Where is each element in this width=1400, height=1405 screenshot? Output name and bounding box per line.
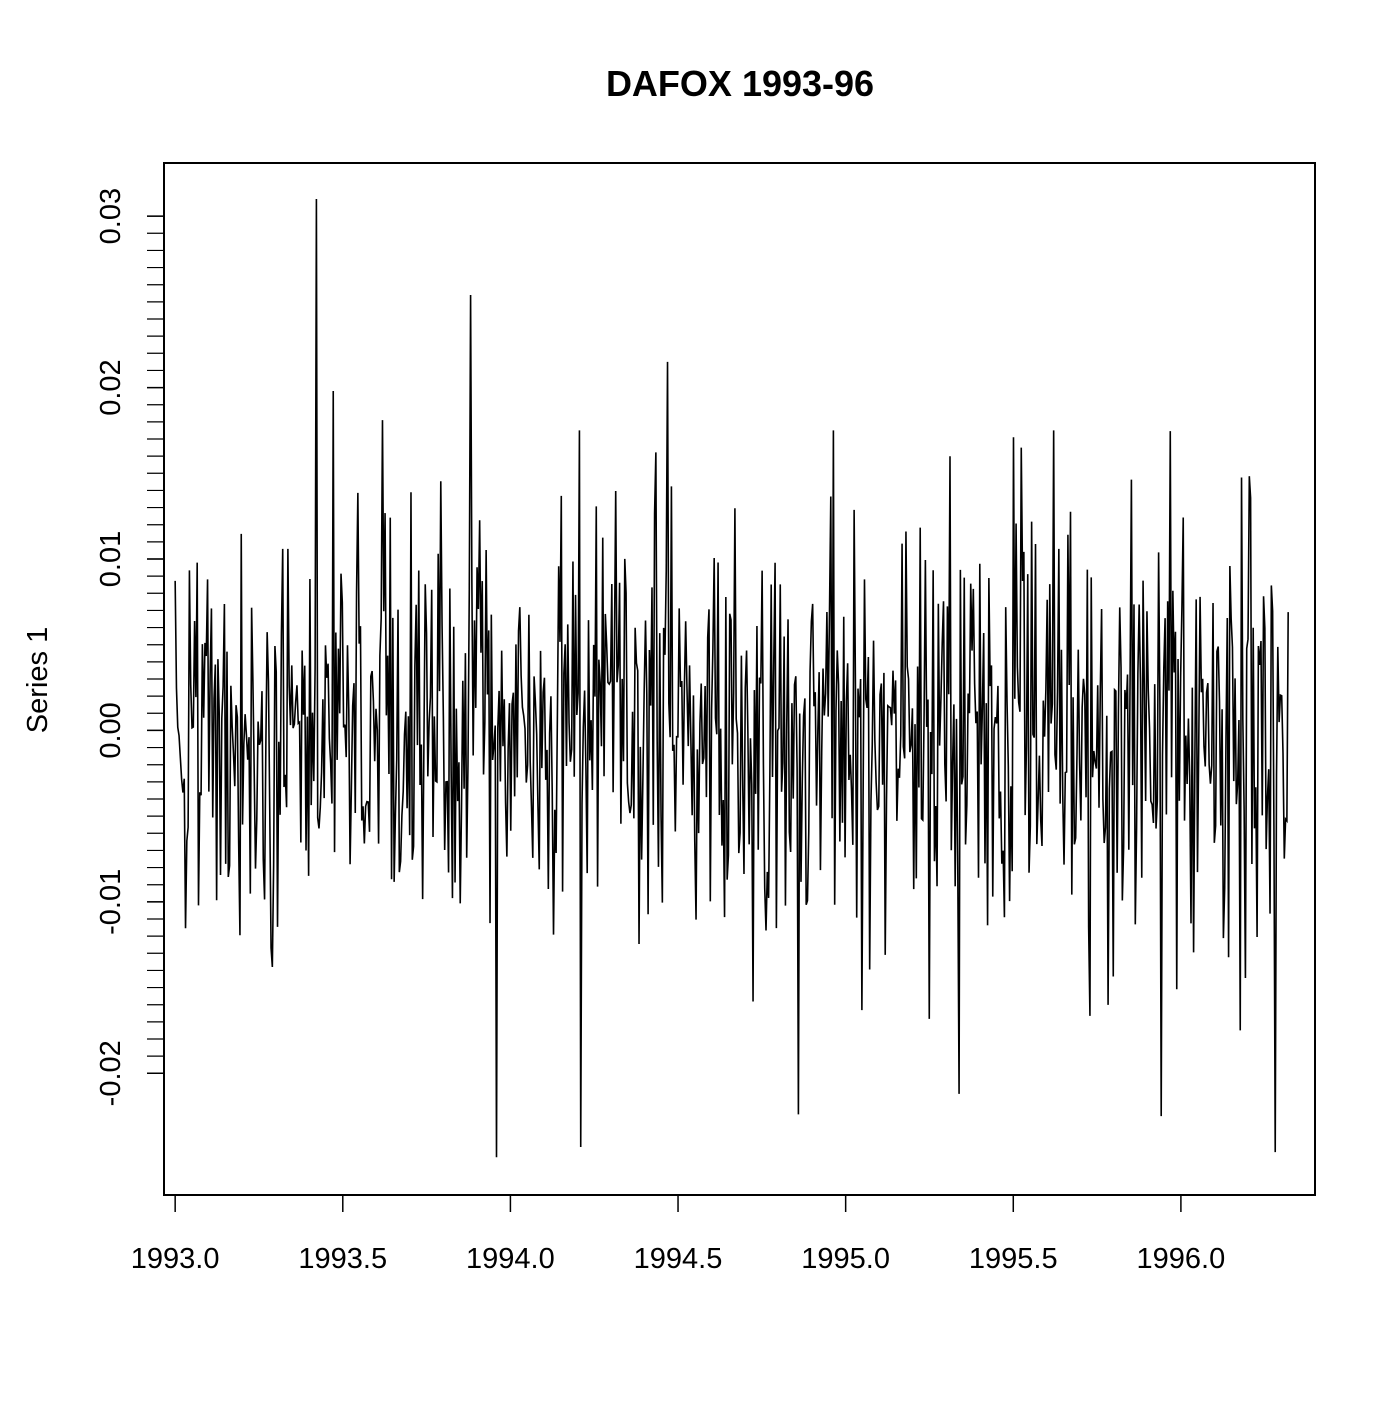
y-tick-label: 0.03 [95, 188, 127, 244]
y-tick-label: 0.02 [95, 359, 127, 415]
x-tick-label: 1994.0 [466, 1243, 555, 1275]
x-tick-label: 1995.0 [801, 1243, 890, 1275]
y-tick-label: 0.00 [95, 702, 127, 758]
y-tick-label: -0.02 [95, 1040, 127, 1106]
x-axis: 1993.0 1993.5 1994.0 1994.5 1995.0 1995.5 1996… [131, 1194, 1226, 1275]
y-axis: -0.02 -0.01 0.00 0.01 0.02 0.03 [95, 188, 165, 1106]
y-tick-label: 0.01 [95, 531, 127, 587]
series-line [174, 198, 1289, 1158]
x-tick-label: 1995.5 [969, 1243, 1058, 1275]
series-layer [174, 198, 1289, 1158]
x-tick-label: 1994.5 [634, 1243, 723, 1275]
x-tick-label: 1993.0 [131, 1243, 220, 1275]
chart-title: DAFOX 1993-96 [606, 63, 874, 104]
y-tick-label: -0.01 [95, 869, 127, 935]
y-axis-label: Series 1 [22, 627, 54, 733]
x-tick-label: 1993.5 [298, 1243, 387, 1275]
x-tick-label: 1996.0 [1137, 1243, 1226, 1275]
